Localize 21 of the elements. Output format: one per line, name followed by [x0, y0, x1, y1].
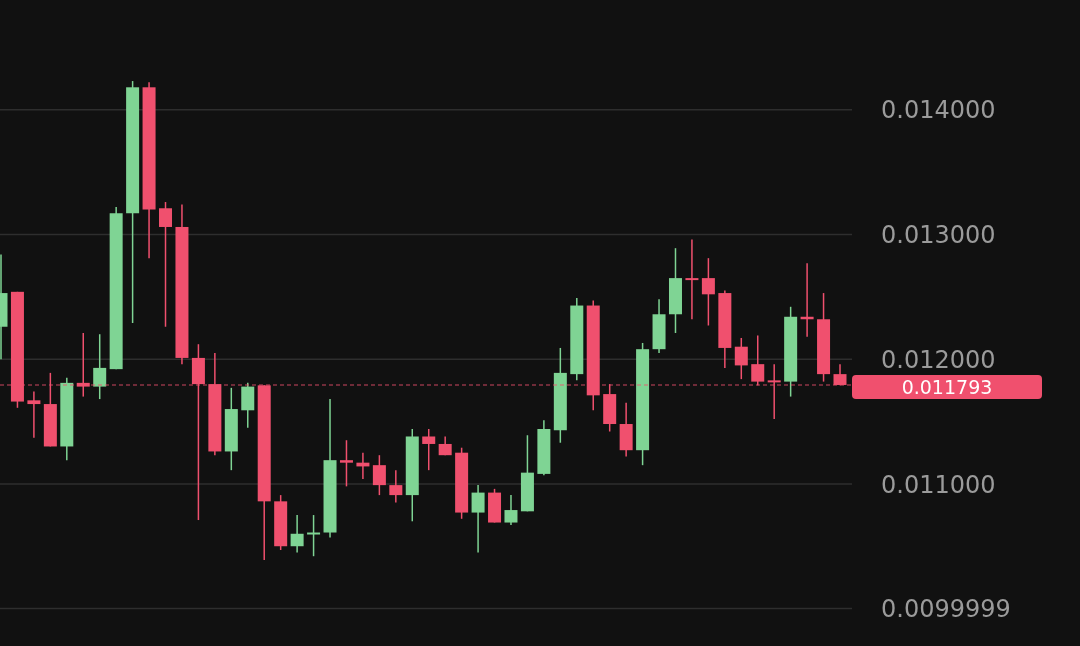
y-tick-label: 0.0099999	[881, 595, 1011, 624]
y-tick-label: 0.014000	[881, 96, 996, 125]
candlestick	[504, 494, 518, 526]
candlestick	[27, 390, 41, 439]
y-tick-label: 0.013000	[881, 221, 996, 250]
candlestick	[290, 514, 304, 554]
candlestick	[307, 514, 321, 557]
candlestick	[159, 201, 173, 328]
candlestick	[339, 439, 353, 488]
candlestick	[241, 382, 255, 429]
candlestick	[372, 454, 386, 496]
candlestick	[389, 469, 403, 504]
candlestick	[93, 333, 107, 400]
y-tick-label: 0.011000	[881, 470, 996, 499]
candlestick	[734, 337, 748, 380]
candlestick	[685, 238, 699, 321]
candlestick	[701, 257, 715, 327]
candlestick	[471, 484, 485, 554]
y-tick-label: 0.012000	[881, 345, 996, 374]
candlestick	[422, 428, 436, 471]
ref-line-label: 0.011793	[901, 375, 993, 398]
